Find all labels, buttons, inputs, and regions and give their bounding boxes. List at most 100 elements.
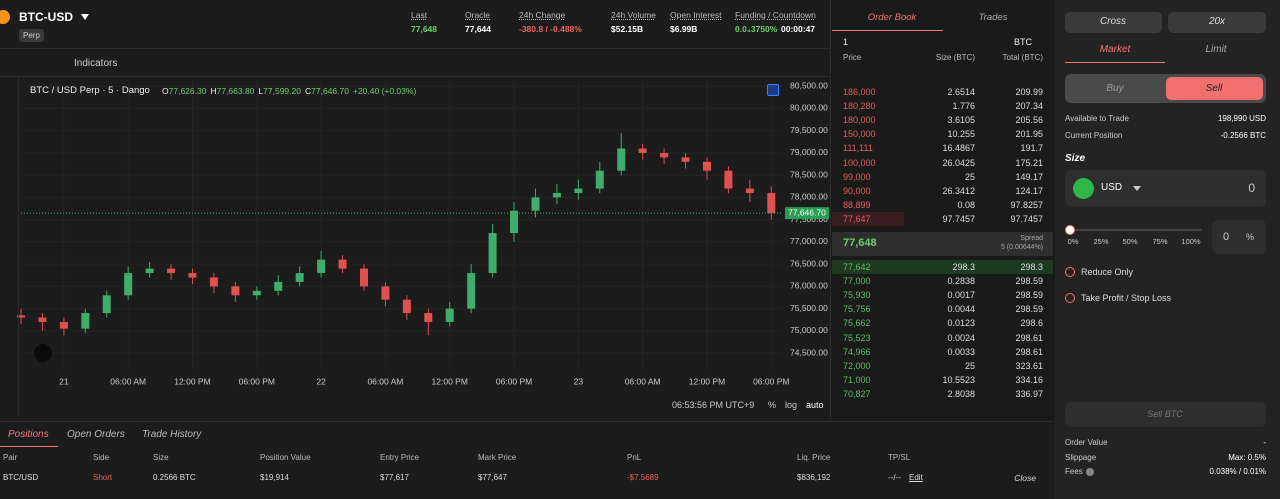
summary-label: Order Value <box>1065 438 1108 447</box>
size-input[interactable] <box>1065 170 1266 207</box>
buy-button[interactable]: Buy <box>1106 83 1124 94</box>
ob-unit[interactable]: BTC <box>1014 37 1032 47</box>
auto-toggle[interactable]: auto <box>806 400 824 410</box>
candle-body <box>295 273 304 282</box>
info-icon <box>1086 468 1094 476</box>
checkbox[interactable] <box>1065 267 1075 277</box>
checkbox[interactable] <box>1065 293 1075 303</box>
bid-size: 0.2838 <box>947 276 975 287</box>
chart: 74,500.00 75,000.00 75,500.00 76,000.00 76,5… <box>17 80 829 386</box>
ask-price[interactable]: 150,000 <box>843 129 876 140</box>
x-tick-label: 12:00 PM <box>689 376 725 386</box>
bid-price[interactable]: 77,000 <box>843 276 871 287</box>
positions-tab[interactable]: Positions <box>8 429 49 440</box>
ask-total: 191.7 <box>1020 143 1043 154</box>
order-type-tab[interactable]: Limit <box>1205 44 1227 55</box>
slider-label: 100% <box>1181 237 1201 246</box>
submit-button[interactable] <box>1065 402 1266 427</box>
ask-price[interactable]: 100,000 <box>843 157 876 168</box>
ask-price[interactable]: 111,111 <box>843 143 873 154</box>
candle-body <box>424 313 433 322</box>
ohlc-key: L <box>258 86 264 96</box>
bid-price[interactable]: 72,000 <box>843 360 871 371</box>
y-tick-label: 75,500.00 <box>790 303 828 313</box>
margin-mode[interactable]: Cross <box>1099 16 1127 27</box>
bid-price[interactable]: 71,000 <box>843 374 871 385</box>
currency[interactable]: USD <box>1101 182 1123 193</box>
position-cell: BTC/USD <box>3 473 39 482</box>
stat-value: -380.8 / -0.488% <box>519 24 582 34</box>
percent-toggle[interactable]: % <box>768 400 777 410</box>
y-tick-label: 80,000.00 <box>790 103 828 113</box>
ask-price[interactable]: 180,000 <box>843 115 876 126</box>
ob-tab[interactable]: Trades <box>978 12 1008 23</box>
bid-price[interactable]: 75,756 <box>843 304 871 315</box>
positions-column: PnL <box>627 453 642 462</box>
stat-label: 24h Volume <box>611 10 656 20</box>
ask-total: 97.7457 <box>1010 213 1043 224</box>
bid-total: 336.97 <box>1015 388 1043 399</box>
ask-price[interactable]: 99,000 <box>843 171 871 182</box>
ask-price[interactable]: 90,000 <box>843 185 871 196</box>
ask-price[interactable]: 186,000 <box>843 87 876 97</box>
order-type-tab[interactable]: Market <box>1099 44 1131 55</box>
mid-box <box>832 232 1053 256</box>
ob-column: Size (BTC) <box>935 53 975 62</box>
sell-button[interactable]: Sell <box>1205 83 1223 94</box>
position-cell: -$7.5689 <box>627 473 659 482</box>
size-value: 0 <box>1248 181 1255 195</box>
positions-tab[interactable]: Trade History <box>142 429 202 440</box>
pct-value: 0 <box>1223 231 1230 243</box>
positions-column: Pair <box>3 453 18 462</box>
candle-body <box>402 299 411 314</box>
ob-column: Total (BTC) <box>1002 53 1043 62</box>
positions-tab[interactable]: Open Orders <box>67 429 125 440</box>
bid-price[interactable]: 74,966 <box>843 346 871 357</box>
ask-total: 201.95 <box>1015 129 1043 140</box>
edit-button[interactable]: Edit <box>909 473 923 482</box>
pct-input[interactable] <box>1212 220 1266 254</box>
bid-price[interactable]: 75,930 <box>843 290 871 301</box>
x-tick-label: 06:00 PM <box>753 376 789 386</box>
leverage[interactable]: 20x <box>1208 16 1226 27</box>
ohlc-item: C 77,646.70 <box>305 85 349 97</box>
ob-group[interactable]: 1 <box>843 37 849 47</box>
ask-price[interactable]: 180,280 <box>843 101 876 112</box>
indicators-button[interactable]: Indicators <box>74 58 118 69</box>
submit-label: Sell BTC <box>1147 409 1183 419</box>
position-cell: $836,192 <box>797 473 831 482</box>
close-button[interactable]: Close <box>1014 473 1036 483</box>
bid-price[interactable]: 75,523 <box>843 332 871 343</box>
y-tick-label: 76,500.00 <box>790 258 828 268</box>
ask-price[interactable]: 88,899 <box>843 199 871 210</box>
ohlc-value: 77,626.30 <box>168 86 207 96</box>
ask-size: 16.4867 <box>942 143 975 154</box>
slider-knob[interactable] <box>1065 225 1075 235</box>
ask-price[interactable]: 77,647 <box>843 213 871 224</box>
tv-logo <box>34 344 52 362</box>
y-tick-label: 77,000.00 <box>790 236 828 246</box>
checkbox-label: Reduce Only <box>1081 267 1134 277</box>
candle-body <box>274 281 283 291</box>
positions-panel <box>0 421 1054 499</box>
candle-body <box>681 157 690 162</box>
stat-value: 00:00:47 <box>781 24 816 34</box>
candle-body <box>510 210 519 234</box>
bid-price[interactable]: 70,827 <box>843 388 871 399</box>
ohlc-key: H <box>210 86 217 96</box>
symbol[interactable]: BTC-USD <box>19 10 73 24</box>
candle-body <box>660 152 669 158</box>
bid-price[interactable]: 75,662 <box>843 318 871 329</box>
coin-icon <box>0 10 10 24</box>
bid-size: 0.0044 <box>947 304 975 315</box>
position-cell: --/-- <box>888 473 901 482</box>
x-tick-label: 06:00 AM <box>625 376 661 386</box>
ob-tab[interactable]: Order Book <box>867 12 917 23</box>
ask-total: 124.17 <box>1015 185 1043 196</box>
log-toggle[interactable]: log <box>785 400 798 410</box>
ask-total: 175.21 <box>1015 157 1043 168</box>
orderbook-panel <box>830 0 1055 420</box>
bid-price[interactable]: 77,642 <box>843 262 871 272</box>
stat-label: 24h Change <box>519 10 566 20</box>
bid-depth <box>832 260 1053 274</box>
